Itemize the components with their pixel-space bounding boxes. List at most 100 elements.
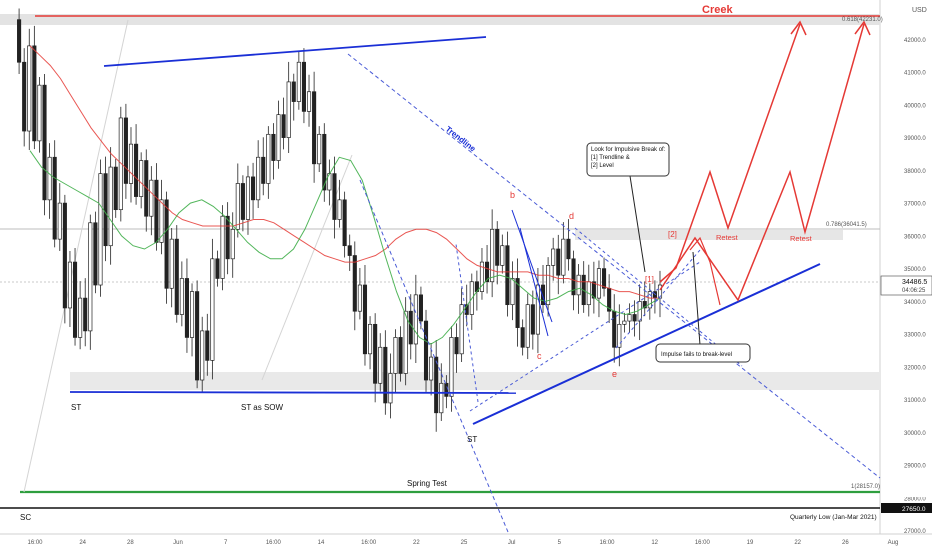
wyckoff-st-2-label: ST xyxy=(467,435,477,444)
candle-down xyxy=(205,330,210,361)
candle-down xyxy=(398,337,403,374)
candle-down xyxy=(423,320,429,381)
candle-up xyxy=(189,291,195,338)
candle-down xyxy=(93,222,98,286)
price-tick-label: 37000.0 xyxy=(904,202,926,208)
candle-down xyxy=(444,382,449,397)
candle-down xyxy=(52,156,57,240)
abc-leg-2 xyxy=(519,227,549,337)
time-tick-label: 14 xyxy=(318,540,325,546)
candle-up xyxy=(490,228,495,283)
callout-top-box xyxy=(586,142,670,177)
wyckoff-st-label: ST xyxy=(71,403,81,412)
projection-arrow-b xyxy=(854,20,871,36)
time-tick-label: Jul xyxy=(508,540,516,546)
candle-down xyxy=(485,261,490,283)
upper-channel-line xyxy=(103,36,487,67)
candle-down xyxy=(434,356,439,414)
candle-up xyxy=(169,238,174,289)
candle-down xyxy=(113,166,118,211)
price-tick-label: 27000.0 xyxy=(904,529,926,535)
price-axis-ticks: 42000.0 41000.0 40000.0 39000.0 38000.0 37000… xyxy=(904,38,926,535)
candle-up xyxy=(179,278,184,315)
candle-up xyxy=(159,199,164,243)
price-tick-label: 29000.0 xyxy=(904,464,926,470)
candle-down xyxy=(383,346,388,404)
time-tick-label: 12 xyxy=(651,540,658,546)
trendline-dashed xyxy=(347,53,881,479)
candle-up xyxy=(403,310,408,374)
price-tick-label: 39000.0 xyxy=(904,136,926,142)
candle-down xyxy=(251,176,256,201)
candle-up xyxy=(235,183,240,230)
grey-ray-right xyxy=(261,154,353,381)
candle-down xyxy=(642,301,647,309)
candle-up xyxy=(139,160,144,197)
dashed-fan-2 xyxy=(455,243,479,403)
fib-1-tag xyxy=(881,489,932,497)
candle-up xyxy=(337,199,342,220)
wyckoff-sc-label: SC xyxy=(20,513,31,522)
candle-down xyxy=(103,173,108,247)
fib-1-label: 1(28157.0) xyxy=(851,484,880,490)
callout-bottom-text: Impulse fails to break-level xyxy=(661,352,732,358)
upper-wedge-dashed xyxy=(574,227,743,367)
candle-down xyxy=(556,248,561,276)
callout-bottom-pointer xyxy=(692,251,701,346)
price-tick-label: 31000.0 xyxy=(904,398,926,404)
candle-up xyxy=(561,238,566,276)
candle-down xyxy=(540,284,546,306)
steep-dashed-line xyxy=(359,179,509,533)
candle-down xyxy=(591,281,596,299)
candle-up xyxy=(378,346,383,384)
candle-up xyxy=(413,294,418,345)
wave-d-label: d xyxy=(569,211,574,221)
wyckoff-spring-test-label: Spring Test xyxy=(407,479,448,488)
candle-down xyxy=(174,238,179,315)
candle-down xyxy=(184,278,189,338)
ma-green-line xyxy=(29,150,661,345)
candle-up xyxy=(47,156,52,201)
callout-top-line-1: Look for Impulsive Break of: xyxy=(591,147,666,153)
wave-e-label: e xyxy=(612,369,617,379)
currency-label: USD xyxy=(912,7,927,14)
wave-1-label: [1] xyxy=(645,275,654,284)
quarterly-low-tag xyxy=(881,503,932,513)
candle-down xyxy=(322,133,327,191)
time-axis-ticks: 16:00 24 28 Jun 7 16:00 14 16:00 22 25 Jul 5 16:00 12… xyxy=(27,540,898,546)
candle-down xyxy=(17,19,22,63)
wave-b-label: b xyxy=(510,190,515,200)
candle-up xyxy=(500,245,505,266)
candle-down xyxy=(281,114,286,138)
candle-up xyxy=(210,258,215,361)
candle-down xyxy=(164,199,169,289)
current-price-tag xyxy=(880,275,932,296)
candle-down xyxy=(62,202,67,309)
candle-up xyxy=(78,297,83,338)
ma-red-line xyxy=(29,45,660,299)
candle-down xyxy=(195,291,200,381)
candles xyxy=(17,8,663,432)
projection-arrow-a xyxy=(790,20,807,36)
candle-down xyxy=(72,261,78,338)
candle-down xyxy=(362,284,368,355)
candle-up xyxy=(617,323,622,348)
time-tick-label: 25 xyxy=(461,540,468,546)
candle-down xyxy=(271,133,276,161)
grey-ray-left xyxy=(23,19,129,493)
fib-0786-label: 0.786(36041.5) xyxy=(826,222,867,228)
support-zone xyxy=(70,372,880,390)
quarterly-low-tag-text: 27650.0 xyxy=(902,506,926,513)
retest-label-1: Retest xyxy=(716,233,739,242)
wave-2-label: [2] xyxy=(668,230,677,239)
time-tick-label: 7 xyxy=(224,540,228,546)
callout-top-line-2: [1] Trendline & xyxy=(591,155,630,161)
creek-label: Creek xyxy=(702,4,733,16)
candle-down xyxy=(342,199,347,247)
candle-up xyxy=(388,373,393,404)
candle-up xyxy=(67,261,73,309)
time-tick-label: 16:00 xyxy=(266,540,282,546)
candle-down xyxy=(571,258,576,296)
candle-up xyxy=(220,215,225,279)
